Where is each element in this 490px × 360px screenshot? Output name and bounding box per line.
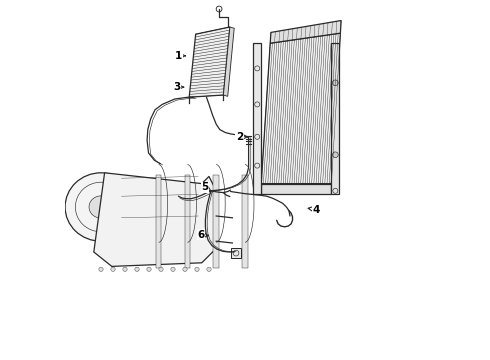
Text: 5: 5 (201, 182, 211, 192)
Circle shape (123, 267, 127, 271)
Text: 3: 3 (173, 82, 184, 92)
Polygon shape (253, 43, 261, 194)
Circle shape (195, 267, 199, 271)
Circle shape (147, 267, 151, 271)
Bar (231, 248, 242, 258)
Circle shape (99, 267, 103, 271)
Circle shape (183, 267, 187, 271)
Circle shape (333, 152, 338, 158)
Polygon shape (223, 27, 234, 96)
Polygon shape (270, 21, 341, 43)
Circle shape (171, 267, 175, 271)
Circle shape (135, 267, 139, 271)
Bar (185, 175, 190, 268)
Text: 1: 1 (175, 51, 186, 61)
Circle shape (207, 267, 211, 271)
Circle shape (333, 80, 338, 86)
Circle shape (111, 267, 115, 271)
Polygon shape (189, 27, 230, 97)
Polygon shape (331, 43, 339, 194)
Polygon shape (94, 173, 216, 266)
Bar (242, 175, 248, 268)
Ellipse shape (65, 173, 137, 241)
Bar (213, 175, 219, 268)
Text: 6: 6 (197, 230, 209, 240)
Polygon shape (261, 33, 341, 184)
Polygon shape (261, 184, 331, 194)
Circle shape (159, 267, 163, 271)
Text: 2: 2 (236, 132, 247, 142)
Ellipse shape (89, 196, 113, 218)
Bar (156, 175, 162, 268)
Text: 4: 4 (308, 204, 320, 215)
